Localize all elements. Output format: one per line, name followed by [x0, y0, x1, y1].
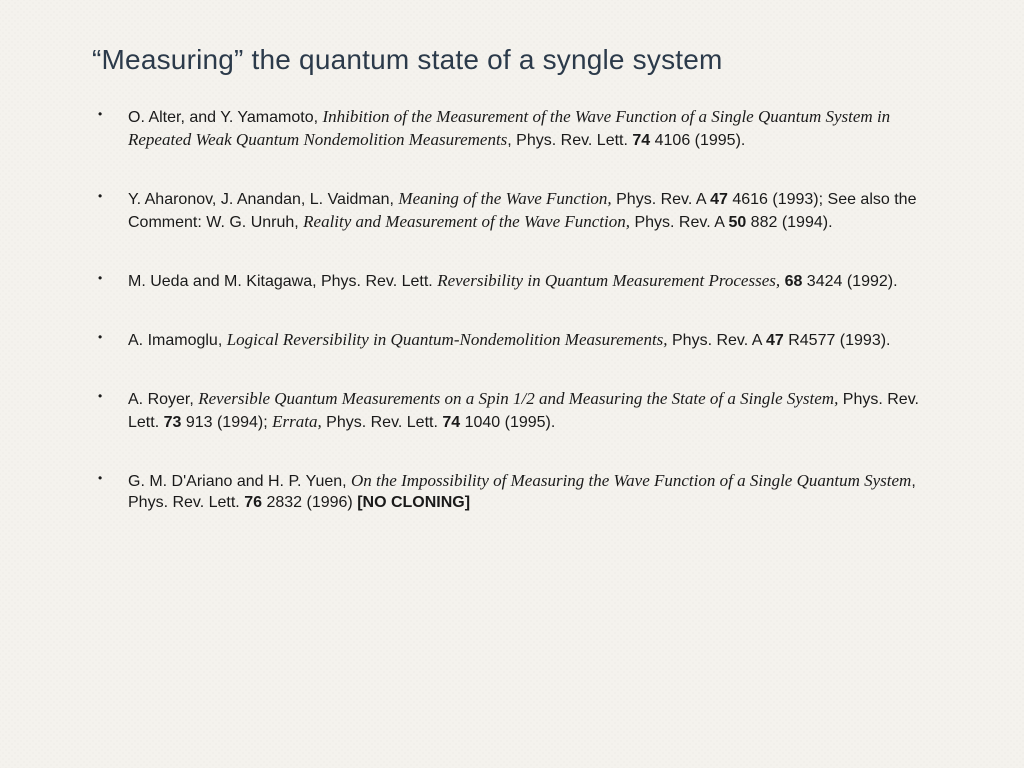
reference-text-part: Phys. Rev. A	[668, 332, 766, 349]
reference-text-part: [NO CLONING]	[357, 494, 470, 511]
reference-text-part: Meaning of the Wave Function,	[398, 189, 611, 208]
reference-item: A. Royer, Reversible Quantum Measurement…	[92, 388, 932, 434]
reference-text-part: Errata,	[272, 412, 322, 431]
reference-text-part: 47	[766, 332, 784, 349]
reference-item: A. Imamoglu, Logical Reversibility in Qu…	[92, 329, 932, 352]
reference-text-part: 3424 (1992).	[802, 273, 897, 290]
reference-text-part: Phys. Rev. A	[612, 191, 710, 208]
reference-text-part: 74	[442, 414, 460, 431]
reference-list: O. Alter, and Y. Yamamoto, Inhibition of…	[92, 106, 932, 514]
reference-text-part: 4106 (1995).	[650, 132, 745, 149]
reference-item: G. M. D'Ariano and H. P. Yuen, On the Im…	[92, 470, 932, 515]
reference-text-part: Phys. Rev. A	[630, 214, 728, 231]
reference-text-part: Logical Reversibility in Quantum-Nondemo…	[227, 330, 668, 349]
reference-text-part: 882 (1994).	[746, 214, 832, 231]
reference-item: M. Ueda and M. Kitagawa, Phys. Rev. Lett…	[92, 270, 932, 293]
reference-text-part: Y. Aharonov, J. Anandan, L. Vaidman,	[128, 191, 398, 208]
reference-text-part: 74	[632, 132, 650, 149]
reference-text-part: 73	[164, 414, 182, 431]
reference-text-part: 47	[710, 191, 728, 208]
reference-text-part: 50	[728, 214, 746, 231]
reference-item: O. Alter, and Y. Yamamoto, Inhibition of…	[92, 106, 932, 152]
reference-text-part: On the Impossibility of Measuring the Wa…	[351, 471, 911, 490]
reference-text-part: A. Royer,	[128, 391, 198, 408]
reference-text-part: 68	[785, 273, 803, 290]
reference-text-part: M. Ueda and M. Kitagawa, Phys. Rev. Lett…	[128, 273, 437, 290]
reference-text-part: Reality and Measurement of the Wave Func…	[303, 212, 630, 231]
reference-text-part: O. Alter, and Y. Yamamoto,	[128, 109, 323, 126]
reference-text-part: 1040 (1995).	[460, 414, 555, 431]
reference-text-part: 913 (1994);	[181, 414, 272, 431]
reference-text-part: Reversibility in Quantum Measurement Pro…	[437, 271, 780, 290]
reference-text-part: R4577 (1993).	[784, 332, 891, 349]
reference-text-part: A. Imamoglu,	[128, 332, 227, 349]
slide-title: “Measuring” the quantum state of a syngl…	[92, 44, 932, 76]
reference-text-part: Reversible Quantum Measurements on a Spi…	[198, 389, 838, 408]
reference-item: Y. Aharonov, J. Anandan, L. Vaidman, Mea…	[92, 188, 932, 234]
reference-text-part: 76	[244, 494, 262, 511]
reference-text-part: 2832 (1996)	[262, 494, 357, 511]
reference-text-part: G. M. D'Ariano and H. P. Yuen,	[128, 473, 351, 490]
reference-text-part: Phys. Rev. Lett.	[322, 414, 443, 431]
reference-text-part: , Phys. Rev. Lett.	[507, 132, 632, 149]
